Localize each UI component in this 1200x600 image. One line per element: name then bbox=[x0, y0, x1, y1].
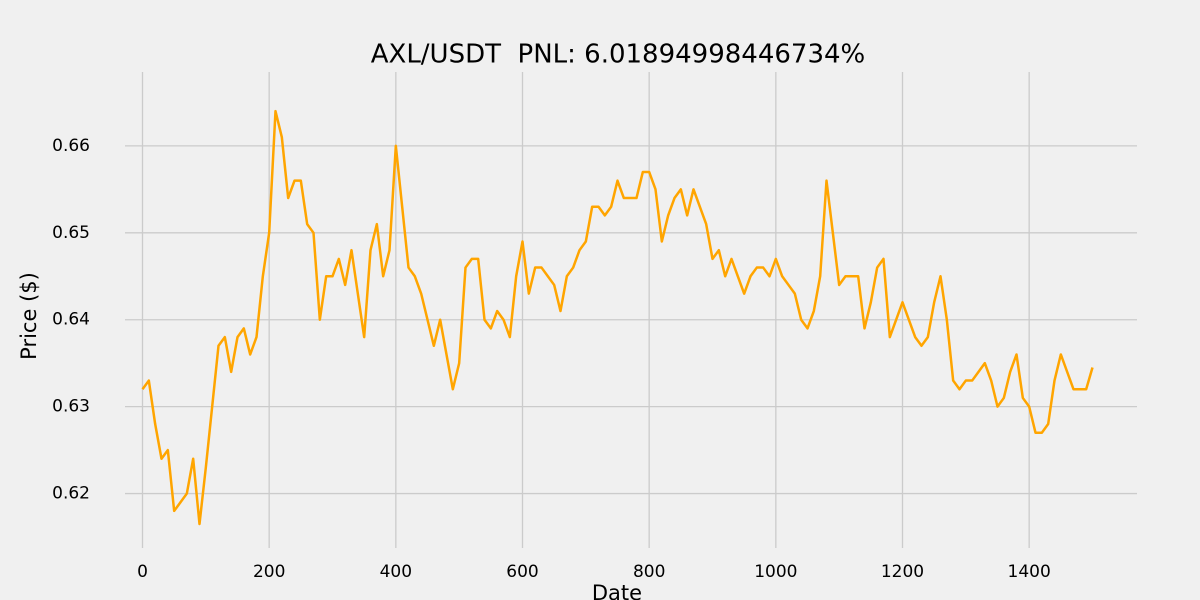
x-tick-label: 400 bbox=[380, 562, 412, 582]
y-axis-label: Price ($) bbox=[17, 272, 41, 360]
x-axis-label: Date bbox=[592, 581, 642, 600]
x-tick-label: 1400 bbox=[1008, 562, 1051, 582]
x-tick-label: 800 bbox=[633, 562, 665, 582]
x-tick-label: 1000 bbox=[754, 562, 797, 582]
y-tick-label: 0.65 bbox=[52, 223, 90, 243]
y-tick-label: 0.62 bbox=[52, 484, 90, 504]
x-tick-label: 1200 bbox=[881, 562, 924, 582]
x-tick-label: 0 bbox=[137, 562, 148, 582]
chart-title: AXL/USDT PNL: 6.01894998446734% bbox=[371, 40, 866, 70]
x-tick-label: 600 bbox=[506, 562, 538, 582]
y-tick-label: 0.63 bbox=[52, 397, 90, 417]
x-tick-label: 200 bbox=[253, 562, 285, 582]
y-tick-label: 0.66 bbox=[52, 136, 90, 156]
price-line bbox=[141, 109, 1094, 526]
y-tick-label: 0.64 bbox=[52, 310, 90, 330]
